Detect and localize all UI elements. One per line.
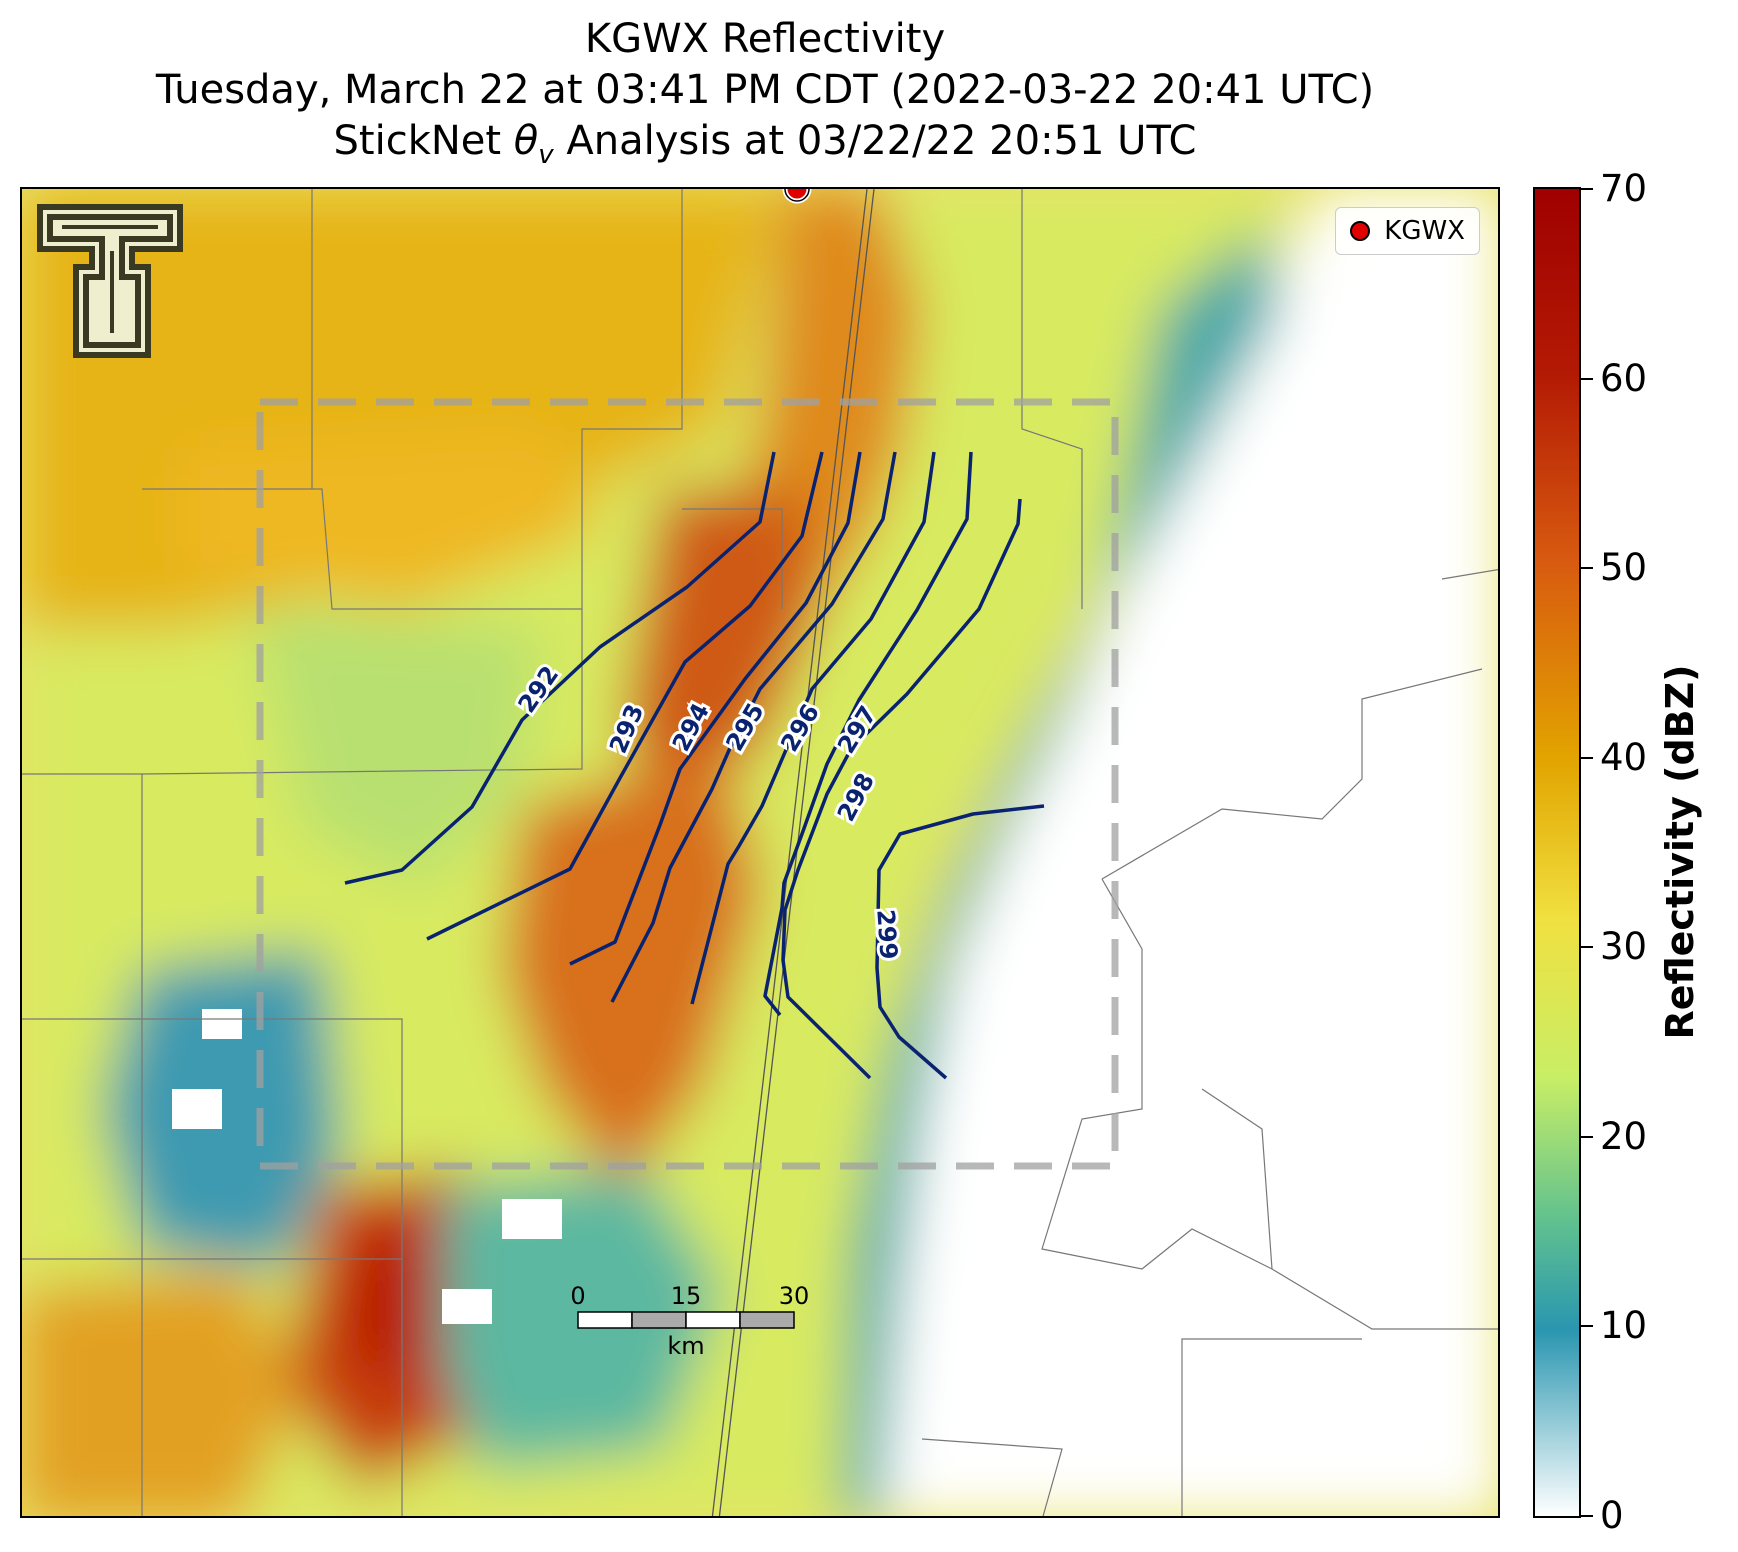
reflectivity-field (22, 189, 1498, 1516)
chart-subtitle-time: Tuesday, March 22 at 03:41 PM CDT (2022-… (155, 67, 1375, 113)
legend: KGWX (1335, 207, 1480, 255)
colorbar-tick-mark (1581, 567, 1593, 570)
colorbar-tick-label: 60 (1600, 356, 1648, 400)
scale-unit: km (667, 1332, 704, 1360)
colorbar-tick-label: 20 (1600, 1114, 1648, 1158)
legend-marker-icon (1350, 221, 1371, 241)
colorbar-tick-label: 70 (1600, 167, 1648, 210)
colorbar-tick-label: 40 (1600, 735, 1648, 779)
colorbar-tick-mark (1581, 946, 1593, 949)
radar-map[interactable]: 292 293 294 295 296 297 298 299 0 15 30 … (20, 187, 1500, 1518)
contour-line (569, 451, 862, 966)
colorbar-tick-mark (1581, 756, 1593, 759)
legend-label: KGWX (1384, 216, 1465, 246)
chart-title: KGWX Reflectivity (584, 16, 946, 62)
analysis-domain-box (256, 398, 1119, 1170)
colorbar-tick-label: 0 (1600, 1494, 1624, 1537)
contour-line (344, 451, 776, 885)
colorbar-tick-mark (1581, 1515, 1593, 1517)
colorbar-tick-label: 10 (1600, 1304, 1648, 1348)
theta-v-contours (344, 451, 1045, 1080)
colorbar-label: Reflectivity (dBZ) (1658, 664, 1702, 1040)
scale-tick-15: 15 (671, 1282, 702, 1310)
colorbar-tick-label: 50 (1600, 546, 1648, 590)
county-borders (22, 189, 1498, 1516)
contour-line (426, 451, 824, 941)
scale-tick-30: 30 (779, 1282, 810, 1310)
contour-line (763, 451, 973, 1017)
colorbar-tick-mark (1581, 1325, 1593, 1328)
contour-line (610, 451, 897, 1003)
texas-tech-double-t-logo (37, 204, 183, 358)
radar-map-svg: 292 293 294 295 296 297 298 299 0 15 30 … (22, 189, 1498, 1516)
radial-lines (711, 189, 875, 1516)
radar-site-marker (782, 189, 812, 204)
contour-line (690, 451, 936, 1005)
colorbar-tick-label: 30 (1600, 925, 1648, 969)
chart-subtitle-analysis: StickNet θv Analysis at 03/22/22 20:51 U… (333, 118, 1197, 170)
contour-line (875, 804, 1045, 1080)
scale-tick-0: 0 (570, 1282, 585, 1310)
colorbar-tick-mark (1581, 1135, 1593, 1138)
colorbar-tick-mark (1581, 377, 1593, 380)
contour-line (781, 498, 1022, 1080)
colorbar (1533, 187, 1581, 1518)
colorbar-tick-mark (1581, 188, 1593, 190)
scale-bar: 0 15 30 km (570, 1282, 809, 1360)
contour-label-299: 299 (871, 908, 902, 960)
